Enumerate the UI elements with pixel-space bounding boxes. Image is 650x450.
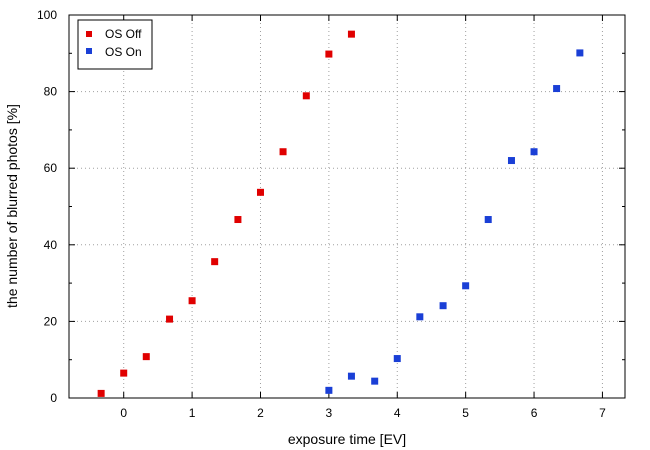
x-tick-label: 0 — [120, 406, 127, 420]
y-tick-label: 60 — [44, 161, 58, 175]
data-points — [97, 30, 584, 397]
legend: OS Off OS On — [77, 19, 153, 70]
x-tick-label: 4 — [394, 406, 401, 420]
axis-ticks — [69, 14, 625, 399]
x-tick-label: 6 — [531, 406, 538, 420]
data-point-series-1 — [256, 188, 264, 196]
data-point-series-2 — [371, 377, 379, 385]
x-tick-label: 7 — [599, 406, 606, 420]
data-point-series-1 — [120, 369, 128, 377]
y-tick-labels: 0 20 40 60 80 100 — [37, 8, 57, 405]
data-point-series-2 — [393, 355, 401, 363]
x-axis-label: exposure time [EV] — [288, 431, 406, 447]
data-point-series-2 — [530, 148, 538, 156]
data-point-series-1 — [234, 216, 242, 224]
legend-label-os-off: OS Off — [105, 27, 142, 41]
y-tick-label: 0 — [50, 391, 57, 405]
data-point-series-2 — [325, 386, 333, 394]
x-tick-label: 5 — [462, 406, 469, 420]
data-point-series-1 — [279, 148, 287, 156]
legend-marker-os-on — [86, 48, 92, 54]
data-point-series-1 — [302, 92, 310, 100]
data-point-series-2 — [416, 313, 424, 321]
data-point-series-1 — [142, 353, 150, 361]
plot-frame — [68, 14, 626, 399]
data-point-series-1 — [211, 258, 219, 266]
data-point-series-2 — [576, 49, 584, 57]
data-point-series-2 — [462, 282, 470, 290]
y-tick-label: 80 — [44, 85, 58, 99]
y-axis-label: the number of blurred photos [%] — [4, 104, 20, 308]
y-tick-label: 40 — [44, 238, 58, 252]
x-tick-label: 1 — [189, 406, 196, 420]
data-point-series-2 — [439, 302, 447, 310]
legend-box — [77, 19, 153, 70]
y-tick-label: 20 — [44, 314, 58, 328]
y-tick-label: 100 — [37, 8, 57, 22]
data-point-series-1 — [347, 30, 355, 38]
x-tick-labels: 0 1 2 3 4 5 6 7 — [120, 406, 606, 420]
grid — [69, 15, 625, 398]
data-point-series-1 — [166, 315, 174, 323]
data-point-series-1 — [325, 50, 333, 58]
legend-marker-os-off — [86, 31, 92, 37]
x-tick-label: 3 — [326, 406, 333, 420]
data-point-series-2 — [347, 372, 355, 380]
data-point-series-2 — [553, 85, 561, 93]
data-point-series-2 — [484, 216, 492, 224]
data-point-series-2 — [507, 157, 515, 165]
data-point-series-1 — [188, 297, 196, 305]
x-tick-label: 2 — [257, 406, 264, 420]
data-point-series-1 — [97, 389, 105, 397]
legend-label-os-on: OS On — [105, 45, 142, 59]
